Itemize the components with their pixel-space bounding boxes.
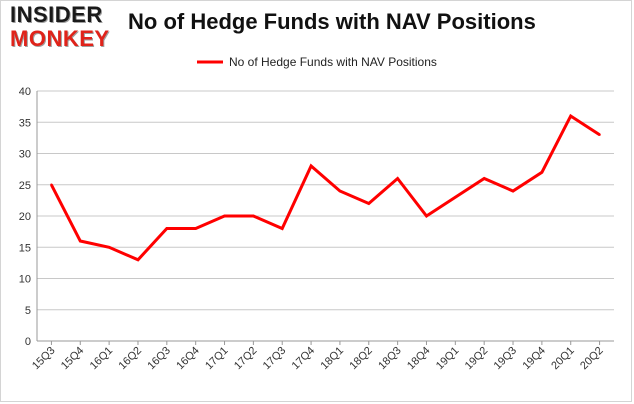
chart-title: No of Hedge Funds with NAV Positions	[128, 9, 536, 34]
data-point	[396, 177, 399, 180]
grid-lines	[37, 90, 614, 311]
logo-text-monkey: MONKEY	[10, 26, 110, 51]
y-tick-label: 20	[19, 211, 31, 223]
x-tick-label: 19Q2	[463, 345, 491, 373]
x-tick-label: 16Q3	[145, 345, 173, 373]
data-point	[511, 189, 515, 193]
data-point	[309, 164, 313, 168]
y-tick-label: 25	[19, 180, 31, 192]
x-tick-label: 16Q2	[117, 345, 145, 373]
x-tick-label: 16Q4	[174, 345, 202, 373]
y-axis-tick-labels: 0 5 10 15 20 25 30 35 40	[19, 86, 31, 348]
x-tick-label: 18Q4	[405, 345, 433, 373]
insider-monkey-logo: INSIDER MONKEY	[10, 4, 120, 52]
legend: No of Hedge Funds with NAV Positions	[197, 55, 437, 69]
y-tick-label: 35	[19, 117, 31, 129]
data-point	[252, 214, 255, 218]
data-point	[540, 171, 544, 174]
data-point	[223, 214, 226, 218]
axes	[36, 91, 614, 345]
data-point	[165, 227, 169, 230]
data-point	[136, 258, 140, 261]
x-tick-label: 17Q4	[290, 345, 318, 373]
x-tick-label: 17Q3	[261, 345, 289, 373]
series-lines	[50, 113, 601, 262]
y-tick-label: 5	[25, 305, 31, 317]
x-tick-label: 19Q3	[492, 345, 520, 373]
x-tick-label: 18Q1	[319, 345, 347, 373]
data-point	[281, 227, 284, 230]
data-point	[338, 189, 342, 193]
x-axis-tick-labels: 15Q3 15Q4 16Q1 16Q2 16Q3 16Q4 17Q1 17Q2 17Q3 17Q4…	[30, 345, 606, 373]
x-tick-label: 20Q2	[578, 345, 606, 373]
x-tick-label: 18Q3	[376, 345, 404, 373]
x-tick-label: 20Q1	[549, 345, 577, 373]
data-point	[482, 177, 486, 180]
data-point	[598, 133, 601, 136]
data-point	[367, 202, 370, 205]
y-tick-label: 30	[19, 149, 31, 161]
x-tick-label: 19Q1	[434, 345, 462, 373]
x-tick-label: 17Q1	[203, 345, 231, 373]
y-tick-label: 10	[19, 274, 31, 286]
x-tick-label: 17Q2	[232, 345, 260, 373]
y-tick-label: 15	[19, 242, 31, 254]
series-line	[50, 113, 601, 262]
data-point	[425, 214, 428, 218]
x-tick-label: 18Q2	[347, 345, 375, 373]
legend-label: No of Hedge Funds with NAV Positions	[229, 55, 437, 69]
x-tick-label: 16Q1	[88, 345, 116, 373]
x-tick-label: 19Q4	[520, 345, 548, 373]
data-point	[79, 239, 82, 243]
x-tick-label: 15Q4	[59, 345, 87, 373]
x-tick-label: 15Q3	[30, 345, 58, 373]
data-point	[194, 227, 197, 230]
y-tick-label: 40	[19, 86, 31, 98]
data-point	[107, 246, 111, 249]
data-point	[569, 114, 572, 118]
logo-text-insider: INSIDER	[10, 2, 103, 27]
data-point	[454, 196, 457, 199]
y-tick-label: 0	[25, 336, 31, 348]
data-point	[50, 183, 53, 186]
